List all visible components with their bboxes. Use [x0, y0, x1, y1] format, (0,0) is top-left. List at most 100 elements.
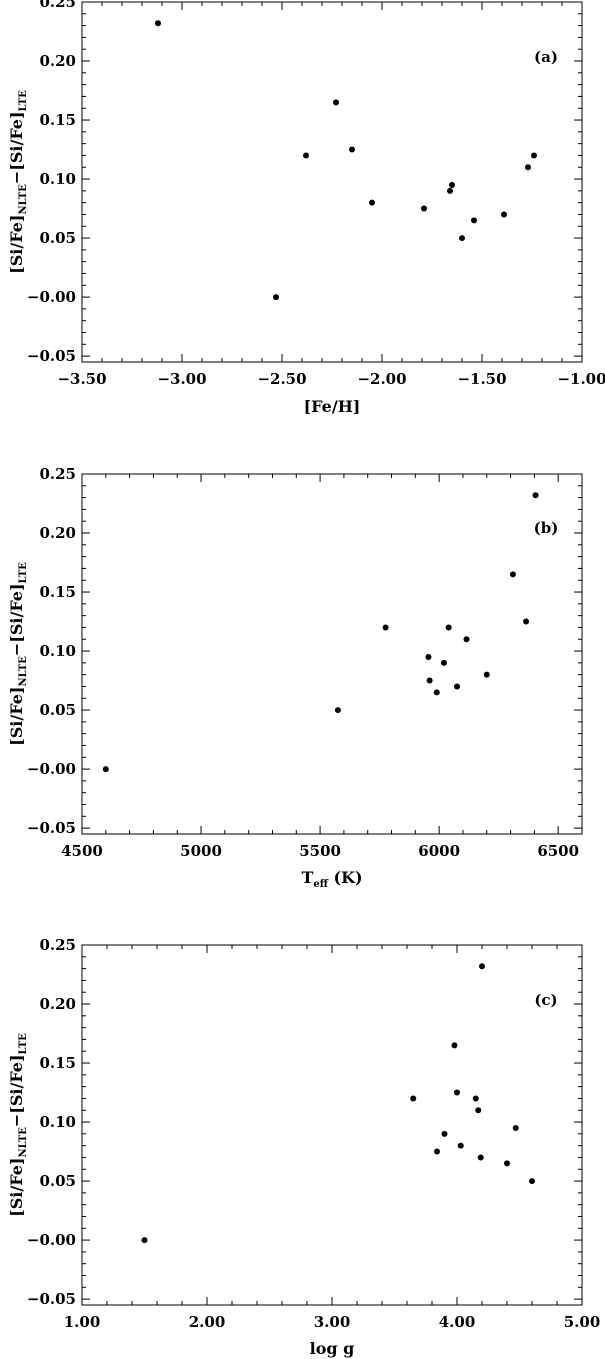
y-tick-label: 0.25 [39, 0, 76, 11]
y-tick-label: −0.00 [27, 760, 76, 778]
panel-b: 4500 5000 5500 6000 6500 −0.05 −0.00 0.0… [7, 465, 583, 890]
y-tick-label: −0.05 [27, 347, 76, 365]
x-axis-label: log g [310, 1339, 355, 1358]
panel-a-frame [81, 1, 583, 363]
x-tick-label: −2.50 [257, 370, 306, 388]
panel-a-ytick-labels: −0.05 −0.00 0.05 0.10 0.15 0.20 0.25 [27, 0, 76, 365]
data-point [449, 181, 455, 188]
data-point [479, 963, 485, 970]
y-axis-label: [Si/Fe]NLTE−[Si/Fe]LTE [7, 90, 29, 274]
data-point [504, 1160, 510, 1167]
y-tick-label: 0.05 [39, 1172, 76, 1190]
data-point [141, 1237, 148, 1244]
y-tick-label: 0.20 [39, 524, 76, 542]
data-point [426, 677, 433, 684]
data-point [529, 1178, 535, 1185]
x-tick-label: 2.00 [189, 1313, 226, 1331]
x-tick-label: −3.50 [57, 370, 106, 388]
x-tick-label: 6000 [418, 842, 460, 860]
x-tick-label: 5000 [180, 842, 222, 860]
x-tick-label: −2.00 [357, 370, 406, 388]
x-tick-label: 3.00 [314, 1313, 351, 1331]
data-point [369, 199, 375, 206]
panel-c-ticks [81, 944, 583, 1305]
data-point [501, 211, 507, 218]
data-point [382, 624, 389, 631]
panel-b-xtick-labels: 4500 5000 5500 6000 6500 [61, 842, 579, 860]
x-tick-label: 5500 [299, 842, 341, 860]
panel-a-ticks [81, 1, 583, 362]
y-tick-label: 0.05 [39, 229, 76, 247]
data-point [273, 294, 279, 301]
data-point [477, 1154, 484, 1161]
x-tick-label: −1.50 [457, 370, 506, 388]
data-point [463, 636, 470, 643]
data-point [512, 1124, 519, 1131]
data-point [454, 683, 460, 690]
y-tick-label: 0.25 [39, 936, 76, 954]
y-tick-label: 0.25 [39, 465, 76, 483]
x-tick-label: −3.00 [157, 370, 206, 388]
data-point [454, 1089, 460, 1096]
data-point [421, 205, 427, 212]
data-point [155, 20, 161, 27]
x-tick-label: −1.00 [557, 370, 605, 388]
x-axis-label: Teff (K) [301, 868, 362, 890]
y-tick-label: −0.00 [27, 1231, 76, 1249]
y-tick-label: −0.05 [27, 819, 76, 837]
data-point [434, 1148, 440, 1155]
data-point [441, 1130, 448, 1137]
x-tick-label: 4.00 [439, 1313, 476, 1331]
data-point [472, 1095, 479, 1102]
panel-a-xtick-labels: −3.50 −3.00 −2.50 −2.00 −1.50 −1.00 [57, 370, 605, 388]
y-axis-label: [Si/Fe]NLTE−[Si/Fe]LTE [7, 1033, 29, 1217]
panel-b-points [102, 492, 539, 773]
data-point [457, 1142, 464, 1149]
panel-c-xtick-labels: 1.00 2.00 3.00 4.00 5.00 [64, 1313, 601, 1331]
panel-b-ytick-labels: −0.05 −0.00 0.05 0.10 0.15 0.20 0.25 [27, 465, 76, 837]
y-tick-label: 0.20 [39, 995, 76, 1013]
data-point [451, 1042, 458, 1049]
x-tick-label: 5.00 [564, 1313, 601, 1331]
data-point [483, 671, 490, 678]
panel-c-frame [81, 944, 583, 1306]
panel-c: 1.00 2.00 3.00 4.00 5.00 −0.05 −0.00 0.0… [7, 936, 600, 1358]
data-point [440, 659, 447, 666]
y-tick-label: 0.05 [39, 701, 76, 719]
panel-a-points [155, 20, 537, 301]
y-tick-label: 0.10 [39, 1113, 76, 1131]
x-tick-label: 4500 [61, 842, 103, 860]
data-point [334, 707, 341, 714]
data-point [531, 152, 537, 159]
y-tick-label: −0.00 [27, 288, 76, 306]
data-point [459, 235, 465, 242]
y-tick-label: 0.10 [39, 170, 76, 188]
data-point [532, 492, 539, 499]
data-point [475, 1107, 482, 1114]
data-point [303, 152, 309, 159]
data-point [525, 164, 531, 171]
panel-label: (a) [534, 48, 558, 66]
data-point [410, 1095, 417, 1102]
data-point [349, 146, 355, 153]
panel-label: (b) [534, 519, 559, 537]
x-tick-label: 6500 [537, 842, 579, 860]
y-tick-label: 0.10 [39, 642, 76, 660]
data-point [447, 187, 453, 194]
y-tick-label: 0.20 [39, 52, 76, 70]
x-axis-label: [Fe/H] [304, 397, 361, 416]
y-tick-label: 0.15 [39, 583, 76, 601]
y-tick-label: −0.05 [27, 1290, 76, 1308]
y-tick-label: 0.15 [39, 111, 76, 129]
panel-label: (c) [534, 991, 557, 1009]
panel-a: −3.50 −3.00 −2.50 −2.00 −1.50 −1.00 −0.0… [7, 0, 605, 416]
data-point [509, 571, 516, 578]
y-tick-label: 0.15 [39, 1054, 76, 1072]
panel-b-frame [81, 473, 583, 835]
data-point [425, 653, 432, 660]
data-point [471, 217, 477, 224]
data-point [102, 766, 109, 773]
data-point [445, 624, 452, 631]
data-point [433, 689, 440, 696]
data-point [333, 99, 339, 106]
